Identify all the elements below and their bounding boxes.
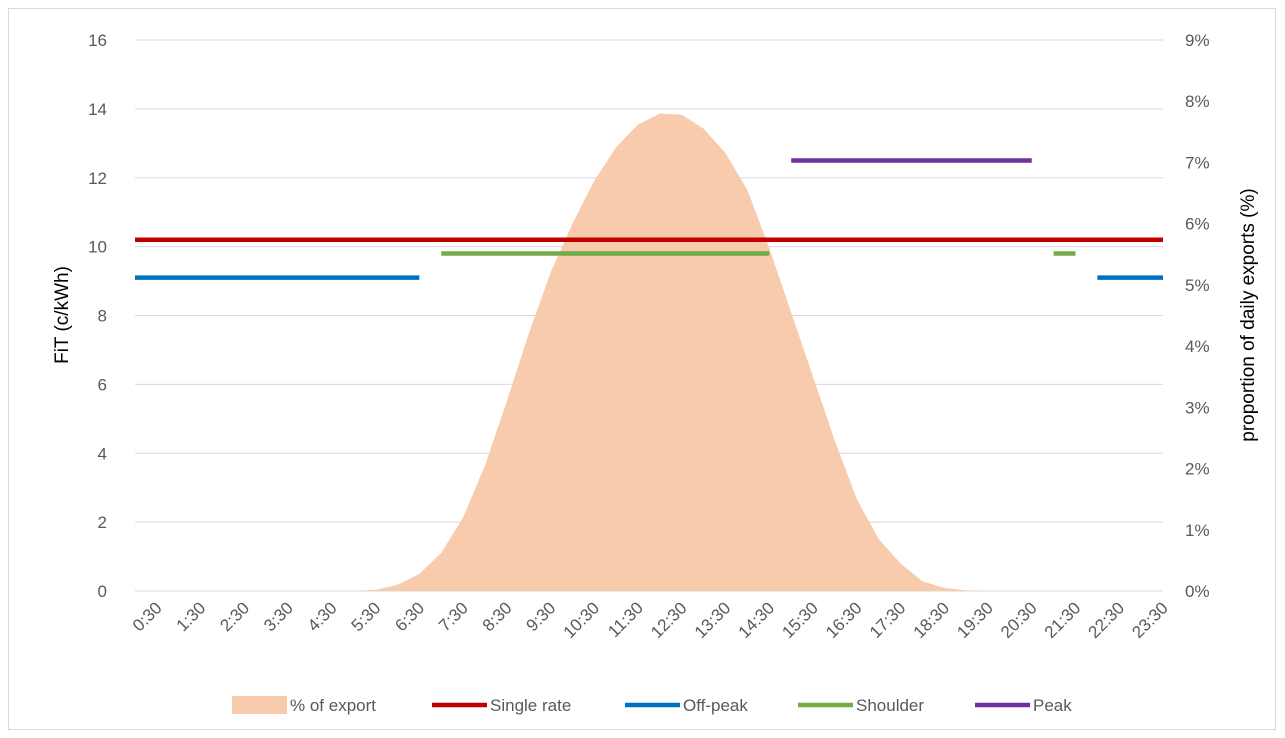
- y2-tick-label: 6%: [1185, 215, 1210, 234]
- x-tick-label: 22:30: [1085, 598, 1129, 642]
- y-tick-label: 12: [88, 169, 107, 188]
- x-tick-label: 14:30: [735, 598, 779, 642]
- x-tick-label: 21:30: [1041, 598, 1085, 642]
- y-tick-label: 10: [88, 238, 107, 257]
- y-tick-label: 0: [98, 582, 107, 601]
- x-tick-label: 0:30: [129, 598, 166, 635]
- y2-tick-label: 4%: [1185, 337, 1210, 356]
- x-tick-label: 7:30: [435, 598, 472, 635]
- x-tick-label: 2:30: [216, 598, 253, 635]
- export-area: [135, 113, 1163, 591]
- y-tick-label: 14: [88, 100, 107, 119]
- x-tick-label: 20:30: [997, 598, 1041, 642]
- x-tick-label: 5:30: [348, 598, 385, 635]
- left-axis-title: FiT (c/kWh): [52, 266, 73, 364]
- y-tick-label: 2: [98, 513, 107, 532]
- x-tick-label: 12:30: [647, 598, 691, 642]
- y2-tick-label: 3%: [1185, 398, 1210, 417]
- x-tick-label: 18:30: [910, 598, 954, 642]
- x-tick-label: 3:30: [260, 598, 297, 635]
- y2-tick-label: 7%: [1185, 153, 1210, 172]
- legend-label: % of export: [290, 696, 376, 715]
- x-tick-label: 23:30: [1128, 598, 1172, 642]
- y2-tick-label: 2%: [1185, 460, 1210, 479]
- x-tick-label: 10:30: [560, 598, 604, 642]
- y2-tick-label: 8%: [1185, 92, 1210, 111]
- x-tick-label: 19:30: [953, 598, 997, 642]
- x-tick-label: 17:30: [866, 598, 910, 642]
- x-tick-label: 16:30: [822, 598, 866, 642]
- y-tick-label: 6: [98, 375, 107, 394]
- x-tick-label: 4:30: [304, 598, 341, 635]
- y2-tick-label: 0%: [1185, 582, 1210, 601]
- legend-label: Single rate: [490, 696, 571, 715]
- x-tick-label: 15:30: [778, 598, 822, 642]
- legend-label: Peak: [1033, 696, 1072, 715]
- y-tick-label: 4: [98, 444, 107, 463]
- x-tick-label: 8:30: [479, 598, 516, 635]
- right-axis-title: proportion of daily exports (%): [1238, 188, 1259, 441]
- export-area-layer: [135, 113, 1163, 591]
- x-tick-label: 6:30: [391, 598, 428, 635]
- y-tick-label: 16: [88, 31, 107, 50]
- legend: % of export Single rate Off-peak Shoulder Pe…: [232, 696, 1072, 715]
- tariff-lines-layer: [135, 158, 1163, 280]
- x-tick-label: 9:30: [523, 598, 560, 635]
- legend-swatch: [232, 696, 287, 714]
- y-tick-label: 8: [98, 307, 107, 326]
- legend-label: Shoulder: [856, 696, 924, 715]
- x-tick-label: 1:30: [173, 598, 210, 635]
- left-axis-ticks: 0 2 4 6 8 10 12 14 16: [88, 31, 107, 601]
- y2-tick-label: 5%: [1185, 276, 1210, 295]
- x-tick-label: 13:30: [691, 598, 735, 642]
- x-tick-label: 11:30: [604, 598, 647, 641]
- legend-label: Off-peak: [683, 696, 748, 715]
- right-axis-ticks: 0% 1% 2% 3% 4% 5% 6% 7% 8% 9%: [1185, 31, 1210, 601]
- y2-tick-label: 1%: [1185, 521, 1210, 540]
- y2-tick-label: 9%: [1185, 31, 1210, 50]
- x-axis-ticks: 0:30 1:30 2:30 3:30 4:30 5:30 6:30 7:30 8:30 9:30…: [129, 598, 1172, 642]
